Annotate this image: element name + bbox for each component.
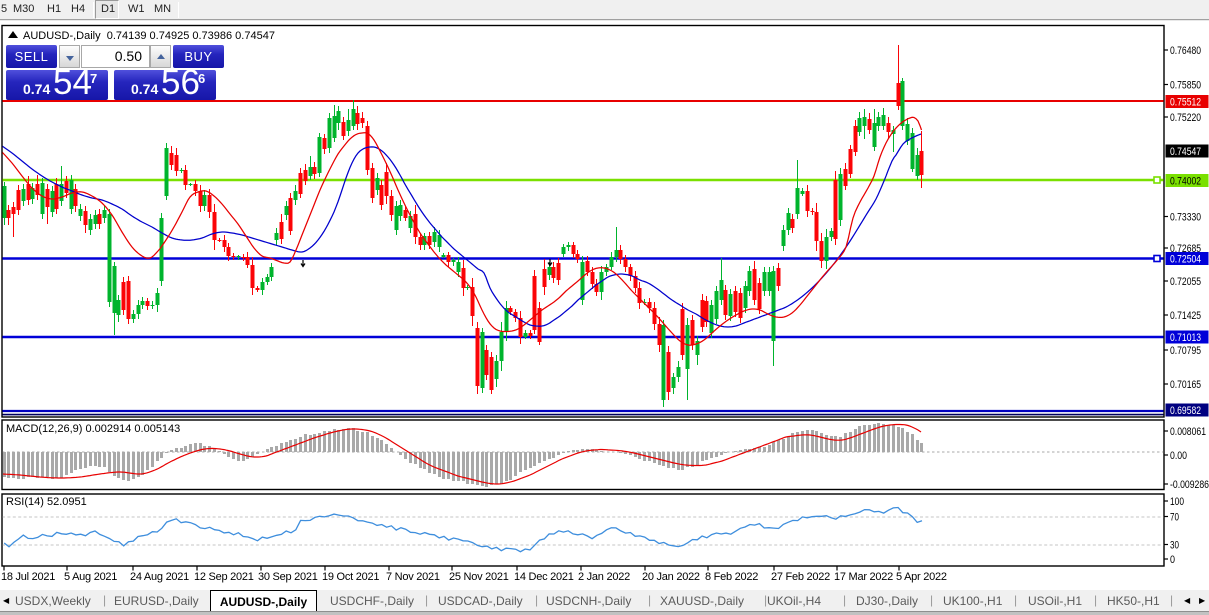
svg-text:8 Feb 2022: 8 Feb 2022 <box>705 571 758 583</box>
svg-text:0.75512: 0.75512 <box>1170 97 1201 109</box>
svg-text:70: 70 <box>1170 512 1179 524</box>
svg-text:18 Jul 2021: 18 Jul 2021 <box>1 571 55 583</box>
svg-text:25 Nov 2021: 25 Nov 2021 <box>449 571 509 583</box>
svg-text:0.75850: 0.75850 <box>1170 80 1201 92</box>
svg-text:17 Mar 2022: 17 Mar 2022 <box>834 571 893 583</box>
svg-text:0.70795: 0.70795 <box>1170 345 1201 357</box>
svg-text:0.008061: 0.008061 <box>1170 426 1206 438</box>
svg-text:0.76480: 0.76480 <box>1170 45 1201 57</box>
svg-text:0.74547: 0.74547 <box>1170 146 1201 158</box>
svg-text:0.70165: 0.70165 <box>1170 379 1201 391</box>
svg-text:20 Jan 2022: 20 Jan 2022 <box>642 571 700 583</box>
svg-text:19 Oct 2021: 19 Oct 2021 <box>322 571 379 583</box>
svg-text:0.00: 0.00 <box>1170 450 1187 462</box>
svg-text:0.74002: 0.74002 <box>1170 176 1201 188</box>
svg-text:5 Aug 2021: 5 Aug 2021 <box>64 571 117 583</box>
svg-text:7 Nov 2021: 7 Nov 2021 <box>386 571 440 583</box>
svg-text:2 Jan 2022: 2 Jan 2022 <box>578 571 630 583</box>
svg-text:0.71425: 0.71425 <box>1170 310 1201 322</box>
svg-text:27 Feb 2022: 27 Feb 2022 <box>771 571 830 583</box>
svg-text:RSI(14) 52.0951: RSI(14) 52.0951 <box>6 496 87 508</box>
svg-text:0.72504: 0.72504 <box>1170 254 1201 266</box>
svg-text:100: 100 <box>1170 496 1184 508</box>
svg-text:-0.009286: -0.009286 <box>1170 479 1209 491</box>
svg-text:0.72055: 0.72055 <box>1170 276 1201 288</box>
svg-text:30 Sep 2021: 30 Sep 2021 <box>258 571 318 583</box>
svg-text:0.73330: 0.73330 <box>1170 212 1201 224</box>
svg-text:AUDUSD-,Daily 0.74139 0.74925: AUDUSD-,Daily 0.74139 0.74925 0.73986 0.… <box>23 30 275 42</box>
svg-text:0: 0 <box>1170 554 1175 566</box>
svg-text:14 Dec 2021: 14 Dec 2021 <box>514 571 574 583</box>
svg-text:30: 30 <box>1170 540 1179 552</box>
svg-text:5 Apr 2022: 5 Apr 2022 <box>896 571 947 583</box>
svg-text:12 Sep 2021: 12 Sep 2021 <box>194 571 254 583</box>
svg-text:0.71013: 0.71013 <box>1170 332 1201 344</box>
svg-text:MACD(12,26,9) 0.002914 0.00514: MACD(12,26,9) 0.002914 0.005143 <box>6 423 180 435</box>
svg-text:0.69582: 0.69582 <box>1170 405 1201 417</box>
svg-text:0.75220: 0.75220 <box>1170 112 1201 124</box>
svg-text:24 Aug 2021: 24 Aug 2021 <box>130 571 189 583</box>
